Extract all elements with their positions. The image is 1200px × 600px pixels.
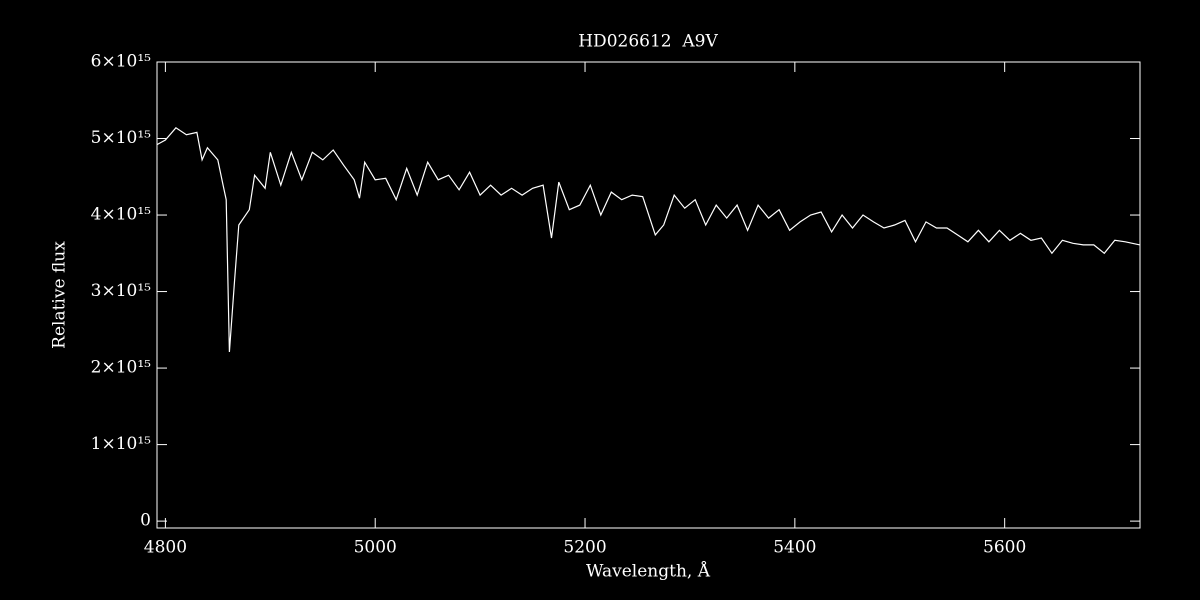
y-tick-label: 1×10¹⁵: [91, 434, 152, 454]
x-tick-label: 5200: [563, 538, 606, 558]
x-tick-label: 5000: [354, 538, 397, 558]
y-tick-label: 2×10¹⁵: [91, 358, 152, 378]
y-tick-label: 0: [140, 511, 151, 531]
y-tick-label: 4×10¹⁵: [91, 205, 152, 225]
plot-frame: [156, 61, 1141, 529]
y-tick-label: 3×10¹⁵: [91, 281, 152, 301]
x-tick-label: 5400: [773, 538, 816, 558]
x-axis-label: Wavelength, Å: [586, 561, 711, 582]
chart-title: HD026612 A9V: [578, 32, 718, 52]
y-axis-label: Relative flux: [50, 241, 70, 349]
spectrum-line: [156, 127, 1141, 353]
y-tick-label: 6×10¹⁵: [91, 52, 152, 72]
x-tick-label: 4800: [144, 538, 187, 558]
y-tick-label: 5×10¹⁵: [91, 128, 152, 148]
x-tick-label: 5600: [983, 538, 1026, 558]
